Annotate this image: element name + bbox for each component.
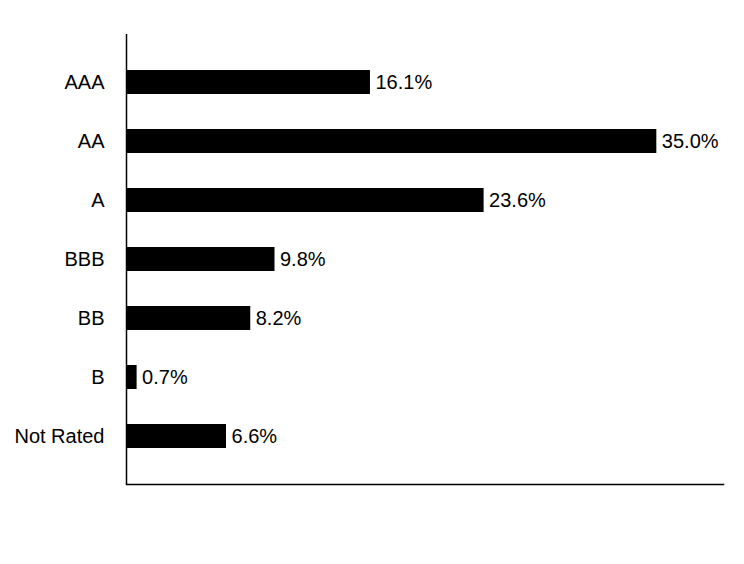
svg-text:8.2%: 8.2% [256,307,302,329]
svg-text:AA: AA [78,130,105,152]
svg-text:BB: BB [78,307,105,329]
svg-text:23.6%: 23.6% [489,189,546,211]
svg-text:35.0%: 35.0% [662,130,719,152]
svg-text:AAA: AAA [64,71,105,93]
svg-text:6.6%: 6.6% [232,425,278,447]
svg-text:9.8%: 9.8% [280,248,326,270]
svg-text:A: A [91,189,105,211]
svg-text:0.7%: 0.7% [142,366,188,388]
svg-text:Not Rated: Not Rated [14,425,104,447]
svg-text:16.1%: 16.1% [375,71,432,93]
svg-text:BBB: BBB [64,248,104,270]
svg-text:B: B [91,366,104,388]
